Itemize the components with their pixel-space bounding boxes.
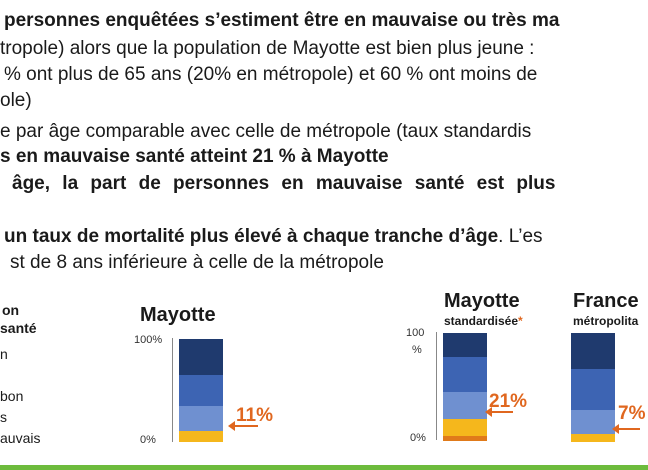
chart-title: Mayotte xyxy=(140,304,216,326)
chart-title: Mayotte xyxy=(444,290,520,312)
legend-item: s xyxy=(0,409,7,425)
chart-subtitle-text: standardisée xyxy=(444,314,519,328)
stacked-bar-mayotte-standardisee xyxy=(442,332,488,442)
footer-rule xyxy=(0,465,648,470)
value-label: 11% xyxy=(236,405,273,426)
bar-segment xyxy=(571,434,615,443)
text-line-2: tropole) alors que la population de Mayo… xyxy=(0,38,535,59)
chart-axis xyxy=(172,338,173,442)
text-line-6: s en mauvaise santé atteint 21 % à Mayot… xyxy=(0,146,389,167)
stacked-bar-mayotte xyxy=(178,338,224,444)
tick-label: % xyxy=(412,344,422,356)
tick-label: 100% xyxy=(134,334,163,346)
chart-subtitle: standardisée* xyxy=(444,314,523,328)
value-label: 7% xyxy=(618,403,646,424)
bar-segment xyxy=(179,406,223,432)
legend-item: bon xyxy=(0,388,24,404)
text-line-4: ole) xyxy=(0,90,32,111)
bar-segment xyxy=(443,333,487,358)
text-line-5: e par âge comparable avec celle de métro… xyxy=(0,121,532,142)
bar-segment xyxy=(443,436,487,442)
text-line-9: st de 8 ans inférieure à celle de la mét… xyxy=(10,252,384,273)
bar-segment xyxy=(443,392,487,420)
value-label: 21% xyxy=(489,391,528,412)
tick-label: 100 xyxy=(406,327,425,339)
stacked-bar-france xyxy=(570,332,616,443)
bar-segment xyxy=(571,333,615,370)
arrow-icon xyxy=(228,421,258,431)
text-line-7: âge, la part de personnes en mauvaise sa… xyxy=(12,173,556,194)
legend-item: n xyxy=(0,346,8,362)
tick-label: 0% xyxy=(140,434,156,446)
bar-segment xyxy=(443,357,487,393)
tick-label: 0% xyxy=(410,432,426,444)
arrow-icon xyxy=(485,407,513,417)
bar-segment xyxy=(179,431,223,443)
text-line-8-bold: un taux de mortalité plus élevé à chaque… xyxy=(4,226,499,247)
arrow-icon xyxy=(612,424,640,434)
legend-item: auvais xyxy=(0,430,41,446)
bar-segment xyxy=(571,369,615,411)
chart-title: France xyxy=(573,290,639,312)
text-line-8: un taux de mortalité plus élevé à chaque… xyxy=(4,226,543,248)
text-line-8-rest: . L’es xyxy=(498,226,543,247)
asterisk-mark: * xyxy=(518,314,523,328)
bar-segment xyxy=(179,375,223,407)
text-line-3: % ont plus de 65 ans (20% en métropole) … xyxy=(4,64,538,85)
text-line-1: personnes enquêtées s’estiment être en m… xyxy=(4,10,560,31)
legend-title-1: on xyxy=(2,302,20,318)
bar-segment xyxy=(443,419,487,437)
legend-title-2: santé xyxy=(0,320,37,336)
chart-axis xyxy=(436,332,437,440)
bar-segment xyxy=(571,410,615,435)
chart-subtitle: métropolita xyxy=(573,314,639,328)
bar-segment xyxy=(179,339,223,376)
